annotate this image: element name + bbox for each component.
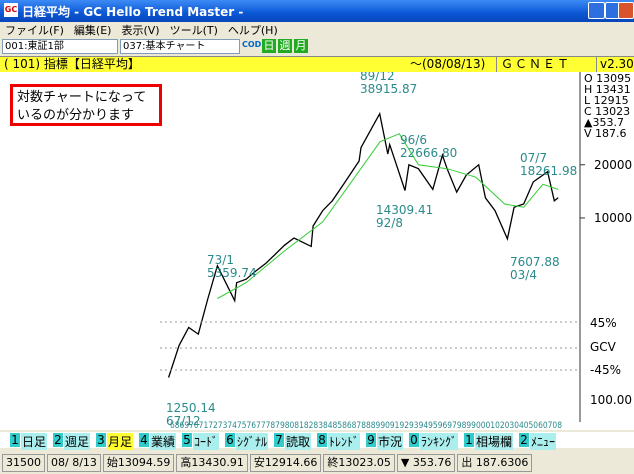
function-keys: 1 日足 2 週足 3 月足 4 業績 5 ｺｰﾄﾞ 6 ｼｸﾞﾅﾙ 7 読取 8 ﾄﾚﾝﾄﾞ 9 市況 0 ﾗﾝｷﾝ… <box>0 432 634 450</box>
quote-line: C 13023 <box>584 105 630 118</box>
menu-item[interactable]: 編集(E) <box>73 24 112 37</box>
fkey-number: 9 <box>366 433 376 447</box>
status-field: 高13430.91 <box>176 454 248 472</box>
annotation: 67/12 <box>166 414 201 428</box>
annotation: 96/6 <box>400 133 427 147</box>
period-button[interactable]: 週 <box>278 39 292 53</box>
y-tick-label: 10000 <box>594 211 632 225</box>
price-line <box>167 111 559 378</box>
menu-item[interactable]: ヘルプ(H) <box>227 24 278 37</box>
close-button[interactable] <box>618 2 634 19</box>
fkey-number: 1 <box>10 433 20 447</box>
annotation: 38915.87 <box>360 82 417 96</box>
fkey-label[interactable]: ﾒﾆｭｰ <box>530 433 557 450</box>
indicator-label: -45% <box>590 363 621 377</box>
fkey-number: 4 <box>139 433 149 447</box>
toolbar: 001:東証1部 037:基本チャート CODE 日週月 <box>0 37 634 56</box>
annotation: 92/8 <box>376 216 403 230</box>
status-field: 08/ 8/13 <box>47 454 101 472</box>
fkey-label[interactable]: 日足 <box>21 433 48 450</box>
period-button[interactable]: 月 <box>294 39 308 53</box>
fkey-label[interactable]: ﾗﾝｷﾝｸﾞ <box>420 433 459 450</box>
indicator-label: GCV <box>590 340 617 354</box>
quote-line: H 13431 <box>584 83 631 96</box>
fkey-label[interactable]: ｺｰﾄﾞ <box>193 433 220 450</box>
fkey-number: 2 <box>519 433 529 447</box>
title-bar: GC 日経平均 - GC Hello Trend Master - <box>0 0 634 22</box>
menu-item[interactable]: ファイル(F) <box>5 24 64 37</box>
fkey-label[interactable]: 業績 <box>150 433 177 450</box>
status-bar: 31500 08/ 8/13 始13094.59 高13430.91 安12914.66… <box>0 454 634 474</box>
quote-line: L 12915 <box>584 94 629 107</box>
fkey-number: 0 <box>409 433 419 447</box>
callout-line: 対数チャートになって <box>17 90 147 105</box>
annotation: 1250.14 <box>166 401 216 415</box>
indicator-label: 45% <box>590 316 617 330</box>
annotation: 22666.80 <box>400 146 457 160</box>
price-line <box>217 133 559 299</box>
fkey-label[interactable]: 読取 <box>285 433 312 450</box>
callout-line: いるのが分かります <box>17 108 135 123</box>
annotation: 5359.74 <box>207 266 257 280</box>
fkey-label[interactable]: ｼｸﾞﾅﾙ <box>236 433 269 450</box>
status-field: 31500 <box>2 454 45 472</box>
fkey-label[interactable]: 相場欄 <box>475 433 514 450</box>
fkey-number: 5 <box>182 433 192 447</box>
menu-bar: ファイル(F) 編集(E) 表示(V) ツール(T) ヘルプ(H) <box>0 22 634 37</box>
version: v2.30 <box>596 57 634 72</box>
code-button[interactable]: CODE <box>242 40 267 49</box>
indicator-label: 100.00 <box>590 393 632 407</box>
status-field: 終13023.05 <box>323 454 395 472</box>
net-label: ＧＣＮＥＴ <box>496 57 571 72</box>
index-name: ( 101) 指標【日経平均】 <box>4 57 140 71</box>
period-button[interactable]: 日 <box>262 39 276 53</box>
fkey-label[interactable]: 市況 <box>377 433 404 450</box>
date-range: ～(08/08/13) <box>410 57 486 71</box>
annotation: 89/12 <box>360 72 395 83</box>
fkey-number: 6 <box>225 433 235 447</box>
status-field: 出 187.6306 <box>457 454 533 472</box>
menu-item[interactable]: 表示(V) <box>121 24 160 37</box>
annotation: 07/7 <box>520 151 547 165</box>
x-axis-labels: 6869707172737475767778798081828384858687… <box>170 421 562 430</box>
quote-line: ▲353.7 <box>584 116 624 129</box>
fkey-label[interactable]: ﾄﾚﾝﾄﾞ <box>328 433 361 450</box>
status-field: 安12914.66 <box>249 454 322 472</box>
fkey-number: 1 <box>464 433 474 447</box>
y-tick-label: 20000 <box>594 158 632 172</box>
callout: 対数チャートになって いるのが分かります <box>10 84 162 126</box>
fkey-number: 2 <box>53 433 63 447</box>
chart-area: 10000 20000 1250.14 67/12 73/1 5359.74 89/12 38… <box>0 72 634 430</box>
window-title: 日経平均 - GC Hello Trend Master - <box>22 5 244 19</box>
market-select[interactable]: 001:東証1部 <box>2 39 118 54</box>
chart-select[interactable]: 037:基本チャート <box>120 39 240 54</box>
quote-line: V 187.6 <box>584 127 627 140</box>
status-field: 始13094.59 <box>102 454 175 472</box>
annotation: 14309.41 <box>376 203 433 217</box>
status-field: ▼ 353.76 <box>396 454 456 472</box>
fkey-number: 7 <box>274 433 284 447</box>
fkey-label[interactable]: 週足 <box>64 433 91 450</box>
minimize-button[interactable] <box>588 2 605 19</box>
annotation: 73/1 <box>207 253 234 267</box>
fkey-number: 3 <box>96 433 106 447</box>
fkey-label[interactable]: 月足 <box>107 433 134 450</box>
info-bar: ( 101) 指標【日経平均】 ～(08/08/13) ＧＣＮＥＴ v2.30 <box>0 56 634 73</box>
fkey-number: 8 <box>317 433 327 447</box>
quote-line: O 13095 <box>584 72 631 85</box>
annotation: 7607.88 <box>510 255 560 269</box>
menu-item[interactable]: ツール(T) <box>169 24 218 37</box>
annotation: 03/4 <box>510 268 537 282</box>
app-icon: GC <box>4 3 18 17</box>
annotation: 18261.98 <box>520 164 577 178</box>
